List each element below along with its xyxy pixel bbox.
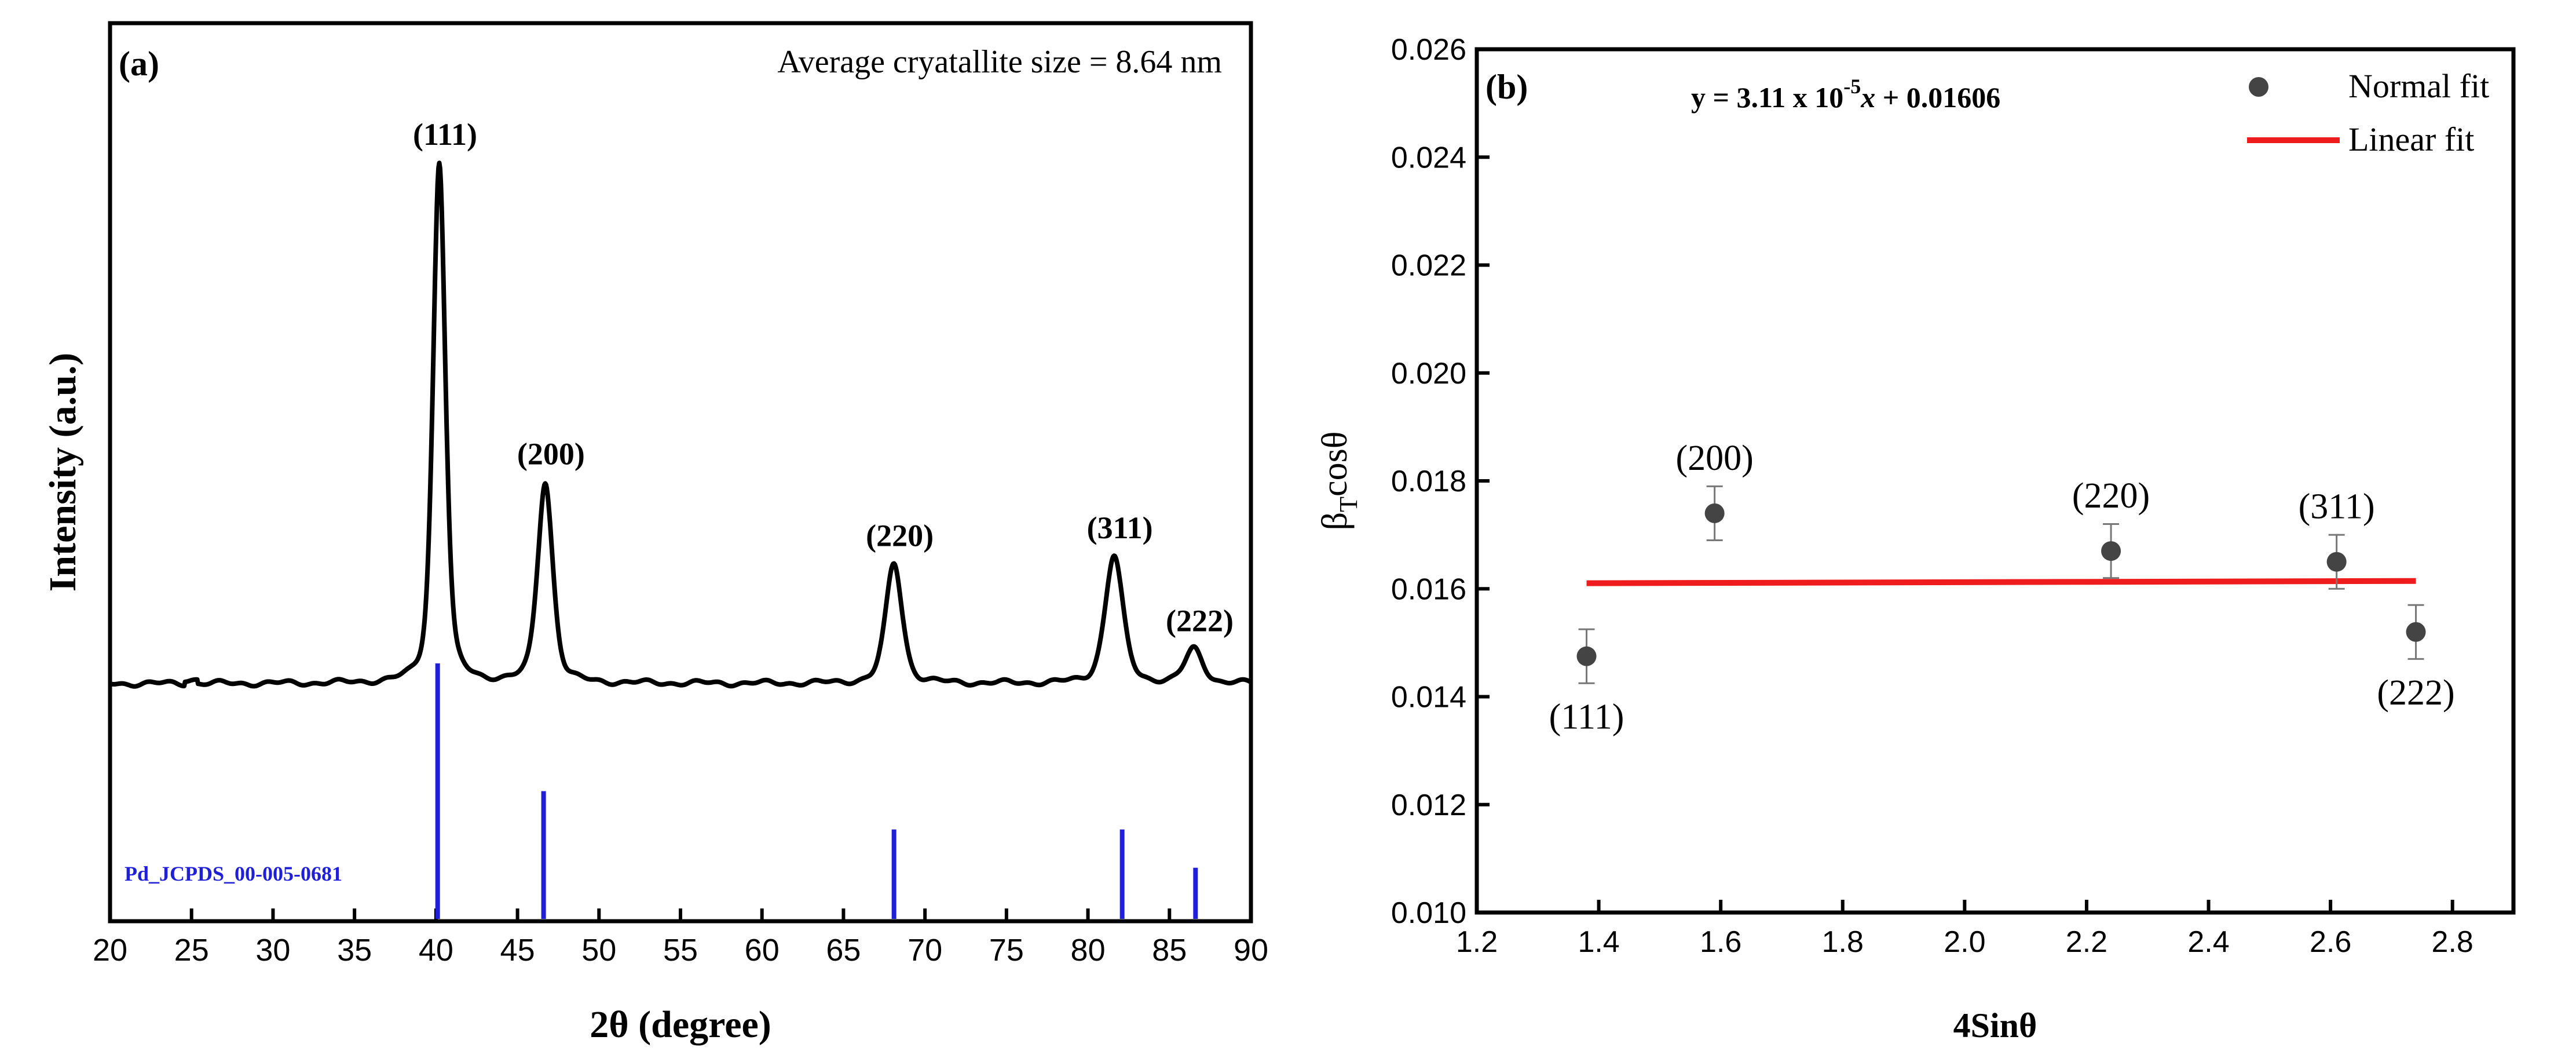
legend-marker-normal-fit (2249, 77, 2268, 97)
x-tick-label: 1.6 (1700, 925, 1741, 959)
panel-b-x-ticks: 1.2 1.4 1.6 1.8 2.0 2.2 2.4 2.6 2.8 (1456, 900, 2473, 959)
x-tick-label: 1.2 (1456, 925, 1498, 959)
y-tick-label: 0.016 (1391, 572, 1466, 606)
panel-a-xrd-chart: 20 25 30 35 40 45 50 55 60 65 70 75 80 85 90 (111) (200… (42, 21, 1268, 1046)
x-tick-label: 2.4 (2187, 925, 2229, 959)
linear-fit-line (1586, 578, 2416, 586)
fit-equation-prefix: y = 3.11 x 10 (1691, 81, 1843, 114)
point-label: (222) (2377, 673, 2454, 713)
x-tick-label: 2.8 (2432, 925, 2473, 959)
x-tick-label: 2.0 (1944, 925, 1985, 959)
fit-equation-suffix: + 0.01606 (1875, 81, 2000, 114)
legend-label-linear-fit: Linear fit (2348, 121, 2474, 158)
y-tick-label: 0.026 (1391, 33, 1466, 67)
x-tick-label: 35 (337, 933, 372, 968)
data-point (1576, 646, 1597, 666)
y-tick-label: 0.020 (1391, 357, 1466, 391)
panel-b-label: (b) (1485, 68, 1528, 106)
fit-equation-variable: x (1860, 81, 1875, 114)
y-label-beta: β (1315, 512, 1355, 531)
panel-a-y-axis-label: Intensity (a.u.) (42, 353, 84, 592)
x-tick-label: 2.6 (2310, 925, 2351, 959)
y-tick-label: 0.010 (1391, 896, 1466, 930)
point-label: (200) (1675, 439, 1753, 478)
point-label: (220) (2072, 476, 2150, 516)
x-tick-label: 90 (1234, 933, 1268, 968)
fit-equation-exponent: -5 (1843, 75, 1861, 98)
panel-a-x-axis-label: 2θ (degree) (590, 1003, 771, 1046)
x-tick-label: 65 (826, 933, 861, 968)
x-tick-label: 60 (745, 933, 780, 968)
x-tick-label: 25 (174, 933, 209, 968)
panel-b-data-points: (111) (200) (220) (311) (222) (1549, 439, 2455, 737)
xrd-pattern-line (108, 160, 1253, 689)
panel-b-y-axis-label: βTcosθ (1315, 432, 1363, 531)
reference-card-label: Pd_JCPDS_00-005-0681 (125, 862, 342, 885)
average-crystallite-size-annotation: Average cryatallite size = 8.64 nm (777, 44, 1222, 80)
x-tick-label: 1.4 (1578, 925, 1619, 959)
data-point (2406, 622, 2426, 642)
data-point (1704, 503, 1725, 523)
data-point (2326, 552, 2347, 572)
panel-a-reference-lines (435, 663, 1198, 919)
x-tick-label: 45 (500, 933, 535, 968)
x-tick-label: 55 (663, 933, 698, 968)
peak-label: (220) (866, 519, 934, 553)
point-label: (111) (1549, 698, 1624, 737)
legend-label-normal-fit: Normal fit (2348, 67, 2489, 105)
y-label-rest: cosθ (1315, 432, 1355, 497)
panel-a-peak-labels: (111) (200) (220) (311) (222) (413, 117, 1234, 638)
x-tick-label: 80 (1071, 933, 1106, 968)
peak-label: (222) (1166, 604, 1234, 638)
y-label-subscript: T (1334, 497, 1363, 512)
x-tick-label: 20 (93, 933, 127, 968)
panel-b-y-ticks: 0.010 0.012 0.014 0.016 0.018 0.020 0.022 0.024… (1391, 33, 1490, 930)
y-tick-label: 0.012 (1391, 789, 1466, 822)
x-tick-label: 50 (581, 933, 616, 968)
panel-b-scatter-chart: 1.2 1.4 1.6 1.8 2.0 2.2 2.4 2.6 2.8 0.0100.0120.… (1315, 33, 2516, 1045)
peak-label: (200) (517, 436, 585, 471)
peak-label: (111) (413, 117, 477, 152)
point-label: (311) (2299, 487, 2375, 527)
y-tick-label: 0.014 (1391, 681, 1466, 714)
y-tick-label: 0.024 (1391, 141, 1466, 174)
panel-b-x-axis-label: 4Sinθ (1953, 1006, 2037, 1045)
x-tick-label: 2.2 (2066, 925, 2107, 959)
x-tick-label: 85 (1152, 933, 1187, 968)
x-tick-label: 70 (908, 933, 942, 968)
panel-b-legend: Normal fit Linear fit (2247, 67, 2489, 158)
x-tick-label: 30 (255, 933, 290, 968)
x-tick-label: 40 (419, 933, 453, 968)
y-tick-label: 0.022 (1391, 249, 1466, 283)
panel-a-label: (a) (119, 45, 159, 83)
panel-a-x-ticks: 20 25 30 35 40 45 50 55 60 65 70 75 80 85 90 (93, 908, 1268, 968)
data-point (2101, 541, 2121, 561)
fit-equation: y = 3.11 x 10-5x + 0.01606 (1691, 75, 2000, 114)
y-tick-label: 0.018 (1391, 465, 1466, 498)
panel-a-frame (108, 21, 1253, 924)
x-tick-label: 1.8 (1822, 925, 1864, 959)
peak-label: (311) (1087, 510, 1153, 545)
panel-b-frame (1474, 47, 2516, 915)
x-tick-label: 75 (989, 933, 1024, 968)
